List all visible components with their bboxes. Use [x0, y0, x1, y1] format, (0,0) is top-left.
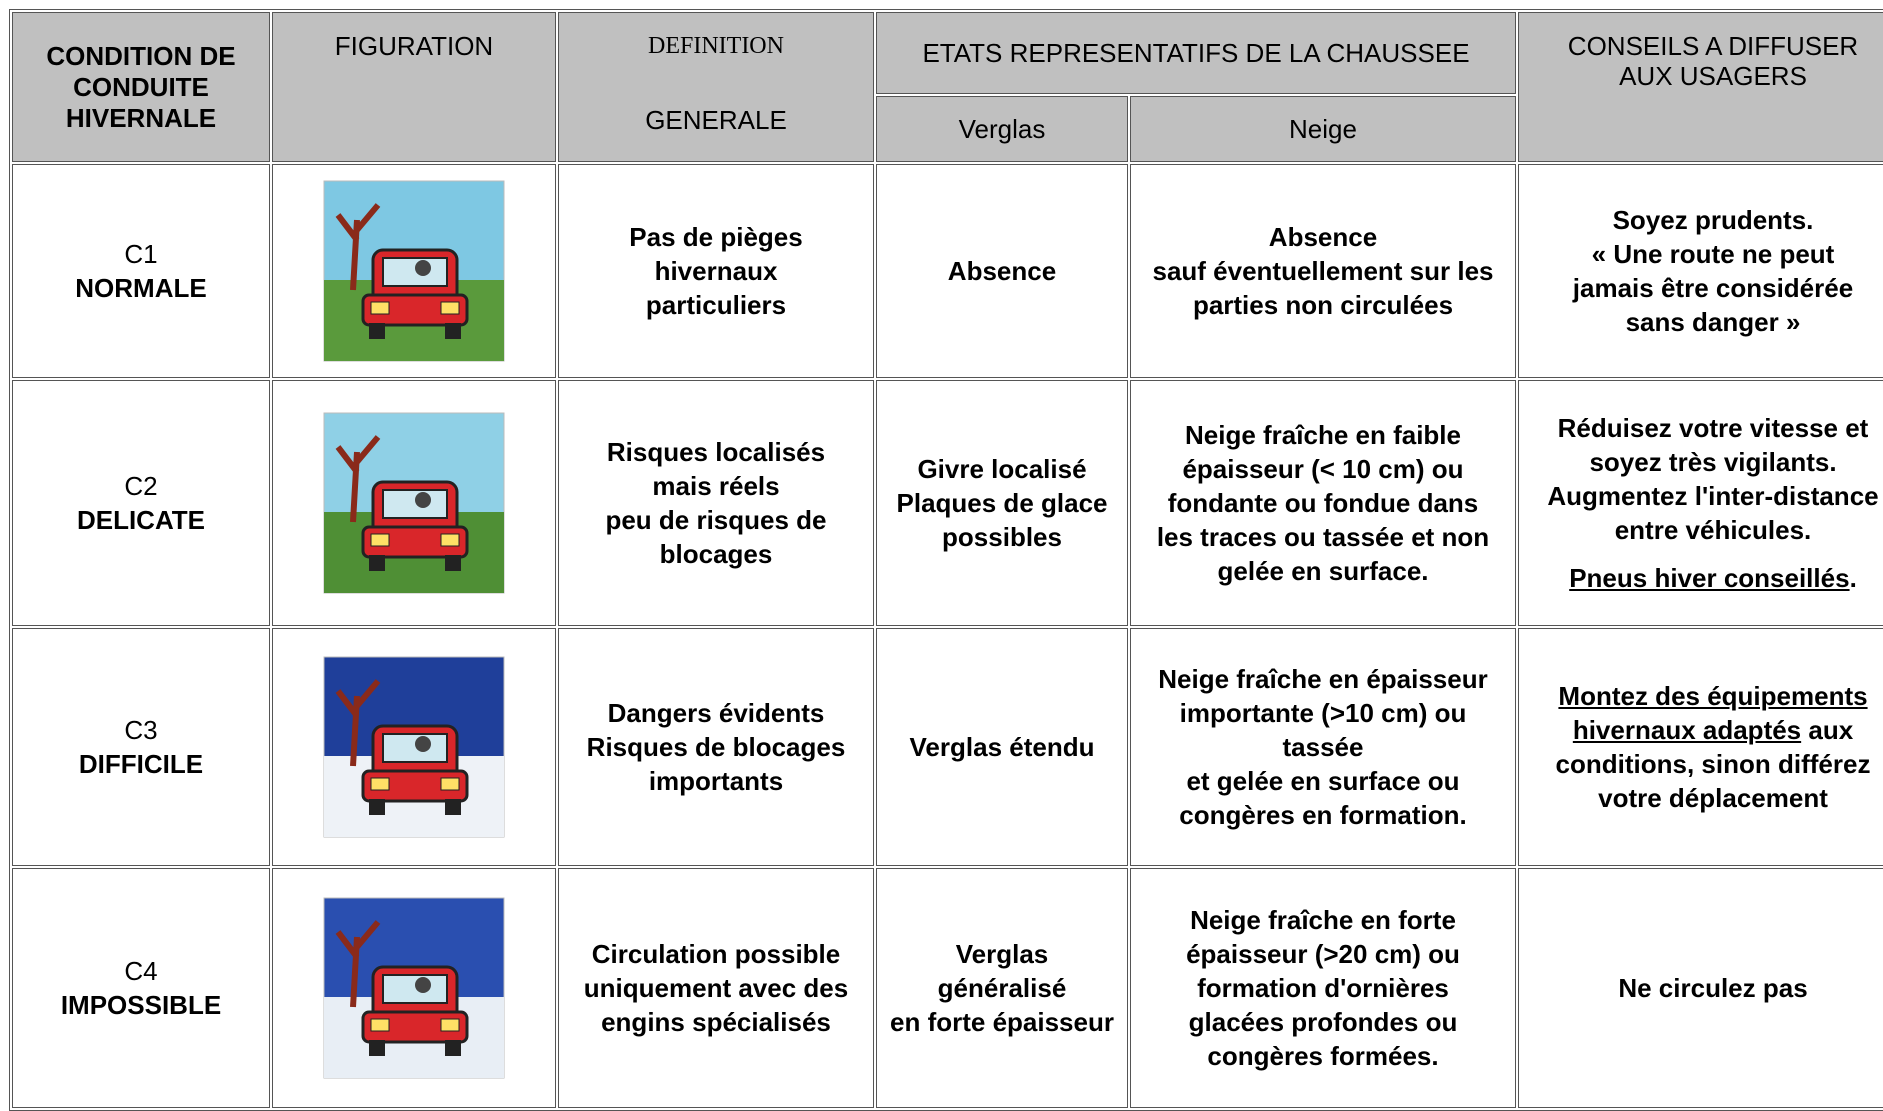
header-text: CONDITION DE CONDUITE HIVERNALE [46, 40, 236, 133]
neige-cell: Absence sauf éventuellement sur les part… [1130, 164, 1516, 378]
figuration-image [323, 180, 505, 362]
header-text: FIGURATION [334, 31, 494, 61]
condition-cell: C2 DELICATE [12, 380, 270, 626]
figuration-image [323, 412, 505, 594]
header-cell: Verglas [876, 96, 1128, 162]
header-cell: CONSEILS A DIFFUSER AUX USAGERS [1518, 12, 1883, 162]
definition-cell: Dangers évidents Risques de blocages imp… [558, 628, 874, 866]
figuration-image [323, 656, 505, 838]
condition-cell: C1 NORMALE [12, 164, 270, 378]
verglas-text: Absence [947, 256, 1057, 286]
definition-text: Pas de pièges hivernaux particuliers [629, 222, 803, 320]
spacer [1519, 547, 1883, 561]
neige-cell: Neige fraîche en épaisseur importante (>… [1130, 628, 1516, 866]
header-text: ETATS REPRESENTATIFS DE LA CHAUSSEE [922, 37, 1470, 68]
neige-text: Neige fraîche en épaisseur importante (>… [1158, 664, 1488, 830]
verglas-cell: Verglas généralisé en forte épaisseur [876, 868, 1128, 1108]
conseils-text: . [1849, 563, 1857, 593]
header-cell: DEFINITION GENERALE [558, 12, 874, 162]
header-cell: FIGURATION [272, 12, 556, 162]
header-text: CONSEILS A DIFFUSER AUX USAGERS [1567, 31, 1859, 91]
definition-text: Circulation possible uniquement avec des… [583, 939, 849, 1037]
conseils-cell: Ne circulez pas [1518, 868, 1883, 1108]
figuration-cell [272, 164, 556, 378]
condition-cell: C3 DIFFICILE [12, 628, 270, 866]
conseils-cell: Montez des équipements hivernaux adaptés… [1518, 628, 1883, 866]
verglas-cell: Absence [876, 164, 1128, 378]
definition-cell: Circulation possible uniquement avec des… [558, 868, 874, 1108]
neige-text: Neige fraîche en forte épaisseur (>20 cm… [1186, 905, 1460, 1071]
condition-code: C2 [124, 471, 158, 501]
header-text: GENERALE [645, 105, 787, 135]
header-text: DEFINITION [648, 33, 784, 59]
definition-cell: Pas de pièges hivernaux particuliers [558, 164, 874, 378]
figuration-image [323, 897, 505, 1079]
conseils-text: Ne circulez pas [1618, 973, 1808, 1003]
condition-level: DIFFICILE [78, 749, 204, 779]
conseils-cell: Soyez prudents. « Une route ne peut jama… [1518, 164, 1883, 378]
conseils-text: Réduisez votre vitesse et soyez très vig… [1547, 413, 1879, 545]
conseils-text: Pneus hiver conseillés [1569, 563, 1850, 593]
verglas-cell: Verglas étendu [876, 628, 1128, 866]
figuration-cell [272, 868, 556, 1108]
definition-cell: Risques localisés mais réels peu de risq… [558, 380, 874, 626]
neige-text: Absence sauf éventuellement sur les part… [1152, 222, 1494, 320]
definition-text: Risques localisés mais réels peu de risq… [605, 437, 827, 569]
condition-level: IMPOSSIBLE [60, 990, 222, 1020]
condition-code: C4 [124, 956, 158, 986]
table-row: C4 IMPOSSIBLE Circulation possible unique… [12, 868, 1883, 1108]
condition-code: C3 [124, 715, 158, 745]
verglas-text: Verglas généralisé en forte épaisseur [890, 939, 1114, 1037]
conseils-text: Soyez prudents. « Une route ne peut jama… [1572, 205, 1854, 337]
neige-text: Neige fraîche en faible épaisseur (< 10 … [1156, 420, 1490, 586]
figuration-cell [272, 628, 556, 866]
conseils-cell: Réduisez votre vitesse et soyez très vig… [1518, 380, 1883, 626]
table-row: C3 DIFFICILE Dangers évidents Risques de … [12, 628, 1883, 866]
table-row: C2 DELICATE Risques localisés mais réels … [12, 380, 1883, 626]
verglas-text: Givre localisé Plaques de glace possible… [896, 454, 1108, 552]
header-text: Neige [1289, 113, 1357, 144]
neige-cell: Neige fraîche en forte épaisseur (>20 cm… [1130, 868, 1516, 1108]
header-cell: ETATS REPRESENTATIFS DE LA CHAUSSEE [876, 12, 1516, 94]
verglas-cell: Givre localisé Plaques de glace possible… [876, 380, 1128, 626]
header-cell: Neige [1130, 96, 1516, 162]
figuration-cell [272, 380, 556, 626]
winter-driving-table: CONDITION DE CONDUITE HIVERNALE FIGURATI… [9, 9, 1883, 1111]
condition-level: DELICATE [76, 505, 206, 535]
condition-code: C1 [124, 239, 158, 269]
neige-cell: Neige fraîche en faible épaisseur (< 10 … [1130, 380, 1516, 626]
table-row: C1 NORMALE Pas de pièges hivernaux partic… [12, 164, 1883, 378]
definition-text: Dangers évidents Risques de blocages imp… [586, 698, 846, 796]
conseils-text: aux conditions, sinon différez votre dép… [1555, 715, 1871, 813]
condition-level: NORMALE [75, 273, 207, 303]
condition-cell: C4 IMPOSSIBLE [12, 868, 270, 1108]
conseils-text: Montez des équipements hivernaux adaptés [1558, 681, 1868, 745]
header-text: Verglas [958, 113, 1046, 144]
verglas-text: Verglas étendu [909, 732, 1095, 762]
table-body: C1 NORMALE Pas de pièges hivernaux partic… [12, 164, 1883, 1108]
header-cell: CONDITION DE CONDUITE HIVERNALE [12, 12, 270, 162]
